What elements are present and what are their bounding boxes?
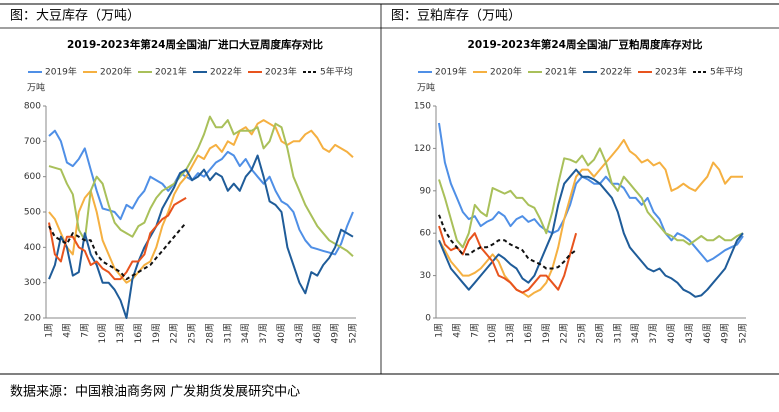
x-tick-label: 28周 — [204, 323, 215, 343]
x-tick-label: 31周 — [612, 323, 623, 343]
x-tick-label: 13周 — [115, 323, 126, 343]
series-line — [48, 197, 187, 281]
chart-title: 2019-2023年第24周全国油厂进口大豆周度库存对比 — [67, 38, 323, 51]
y-tick-label: 800 — [24, 102, 41, 112]
x-tick-label: 1周 — [433, 323, 444, 338]
x-tick-label: 22周 — [559, 323, 570, 343]
x-tick-label: 1周 — [43, 323, 54, 338]
y-tick-label: 30 — [420, 271, 432, 281]
x-tick-label: 7周 — [79, 323, 90, 338]
x-tick-label: 4周 — [61, 323, 72, 338]
legend-label: 2019年 — [45, 66, 77, 78]
x-tick-label: 52周 — [348, 323, 359, 343]
x-tick-label: 40周 — [666, 323, 677, 343]
series-line — [438, 168, 744, 298]
x-tick-label: 16周 — [133, 323, 144, 343]
legend-label: 2021年 — [155, 66, 187, 78]
x-tick-label: 52周 — [738, 323, 749, 343]
y-tick-label: 400 — [24, 243, 41, 253]
y-tick-label: 200 — [24, 314, 41, 324]
x-tick-label: 46周 — [702, 323, 713, 343]
x-tick-label: 37周 — [648, 323, 659, 343]
chart-title: 2019-2023年第24周全国油厂豆粕周度库存对比 — [468, 38, 703, 51]
series-line — [438, 122, 744, 263]
y-tick-label: 150 — [414, 102, 431, 112]
y-tick-label: 300 — [24, 278, 41, 288]
x-tick-label: 43周 — [294, 323, 305, 343]
x-tick-label: 7周 — [469, 323, 480, 338]
legend-label: 5年平均 — [320, 66, 353, 78]
x-tick-label: 46周 — [312, 323, 323, 343]
x-tick-label: 16周 — [523, 323, 534, 343]
y-tick-label: 700 — [24, 137, 41, 147]
legend-label: 2020年 — [490, 66, 522, 78]
x-tick-label: 25周 — [577, 323, 588, 343]
series-line — [48, 154, 354, 319]
x-tick-label: 40周 — [276, 323, 287, 343]
legend-label: 2021年 — [545, 66, 577, 78]
series-line — [48, 119, 354, 284]
panel-header: 图：大豆库存（万吨） — [10, 8, 140, 24]
legend-label: 2023年 — [265, 66, 297, 78]
y-tick-label: 600 — [24, 172, 41, 182]
legend-label: 2022年 — [210, 66, 242, 78]
x-tick-label: 4周 — [451, 323, 462, 338]
x-tick-label: 49周 — [720, 323, 731, 343]
y-tick-label: 0 — [425, 314, 431, 324]
x-tick-label: 25周 — [187, 323, 198, 343]
series-line — [438, 147, 744, 249]
x-tick-label: 34周 — [630, 323, 641, 343]
series-line — [438, 214, 577, 270]
y-tick-label: 120 — [414, 144, 431, 154]
y-tick-label: 500 — [24, 208, 41, 218]
x-tick-label: 19周 — [151, 323, 162, 343]
series-line — [48, 221, 187, 281]
x-tick-label: 37周 — [258, 323, 269, 343]
panel-header: 图：豆粕库存（万吨） — [391, 8, 521, 24]
x-tick-label: 10周 — [97, 323, 108, 343]
x-tick-label: 49周 — [330, 323, 341, 343]
x-tick-label: 28周 — [594, 323, 605, 343]
y-tick-label: 60 — [420, 229, 432, 239]
series-line — [48, 129, 354, 256]
x-tick-label: 31周 — [222, 323, 233, 343]
x-tick-label: 13周 — [505, 323, 516, 343]
legend-label: 2019年 — [435, 66, 467, 78]
y-tick-label: 90 — [420, 186, 432, 196]
x-tick-label: 43周 — [684, 323, 695, 343]
x-tick-label: 19周 — [541, 323, 552, 343]
series-line — [48, 115, 354, 257]
legend-label: 2022年 — [600, 66, 632, 78]
y-axis-label: 万吨 — [27, 82, 45, 94]
legend-label: 2023年 — [655, 66, 687, 78]
source: 数据来源：中国粮油商务网 广发期货发展研究中心 — [10, 384, 300, 400]
x-tick-label: 34周 — [240, 323, 251, 343]
legend-label: 2020年 — [100, 66, 132, 78]
x-tick-label: 10周 — [487, 323, 498, 343]
legend-label: 5年平均 — [710, 66, 743, 78]
y-axis-label: 万吨 — [417, 82, 435, 94]
x-tick-label: 22周 — [169, 323, 180, 343]
